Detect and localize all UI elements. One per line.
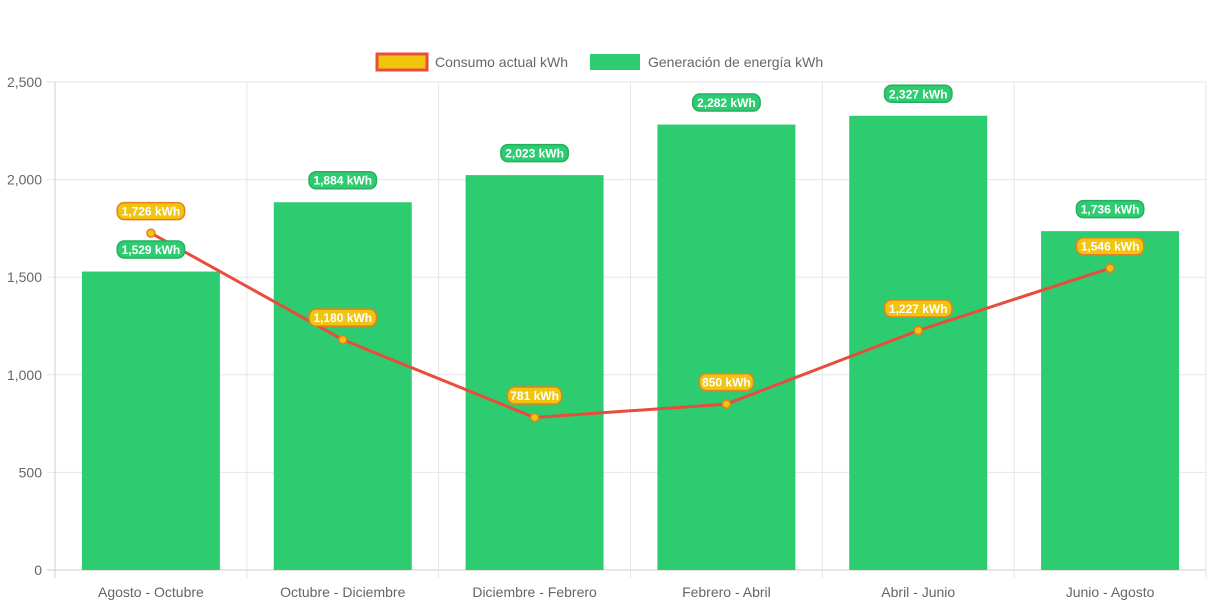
bar-data-label-badge	[308, 170, 378, 190]
line-data-label: 1,546 kWh	[1081, 240, 1140, 254]
line-data-label-badge	[883, 299, 953, 318]
consumption-point	[913, 325, 923, 336]
bar-data-label-badge	[500, 143, 570, 163]
x-tick-label: Agosto - Octubre	[98, 584, 204, 600]
legend-label-consumo: Consumo actual kWh	[435, 54, 568, 70]
x-tick-label: Febrero - Abril	[682, 584, 771, 600]
y-tick-label: 2,000	[7, 172, 42, 188]
line-data-label-badge	[506, 386, 563, 405]
bar-data-label-badge	[883, 84, 953, 104]
axis-layer: 0 500 1,000 1,500 2,000 2,500 Agosto - Octubre…	[7, 74, 1155, 600]
bar-data-label-group: 1,529 kWh	[116, 240, 186, 259]
legend-label-generacion: Generación de energía kWh	[648, 54, 823, 70]
line-data-label-badge	[308, 308, 378, 327]
line-data-label: 1,227 kWh	[889, 302, 948, 316]
legend-swatch-consumo	[375, 52, 429, 72]
y-tick-label: 500	[19, 464, 43, 480]
bar-data-label: 1,884 kWh	[313, 174, 372, 188]
generation-bar	[849, 115, 988, 571]
bar-data-label-group: 1,884 kWh	[308, 170, 378, 190]
y-tick-label: 1,500	[7, 269, 42, 285]
bar-data-label-group: 2,282 kWh	[691, 93, 761, 112]
consumption-point	[1105, 263, 1115, 273]
bar-data-label-badge	[116, 240, 186, 259]
line-data-label: 850 kWh	[702, 376, 751, 390]
bar-data-label-group: 1,736 kWh	[1075, 199, 1145, 219]
x-tick-label: Octubre - Diciembre	[280, 584, 405, 600]
generation-bar	[1041, 231, 1180, 570]
bar-data-label: 2,282 kWh	[697, 96, 756, 110]
bar-data-label-badge	[691, 93, 761, 112]
line-data-label-group: 1,726 kWh	[116, 201, 186, 221]
y-tick-label: 1,000	[7, 367, 42, 383]
generation-bar	[465, 175, 604, 570]
legend-item-consumo: Consumo actual kWh	[375, 52, 568, 72]
bar-data-label-group: 2,023 kWh	[500, 143, 570, 163]
generation-bar	[81, 271, 220, 570]
bar-data-label: 1,529 kWh	[122, 243, 181, 257]
bar-data-label-group: 2,327 kWh	[883, 84, 953, 104]
generation-bar	[273, 202, 412, 570]
x-tick-label: Junio - Agosto	[1066, 584, 1155, 600]
legend-swatch-generacion	[590, 54, 640, 70]
line-data-label-group: 850 kWh	[698, 372, 755, 392]
legend-item-generacion: Generación de energía kWh	[590, 54, 823, 70]
bar-layer	[81, 115, 1180, 571]
bar-data-label: 1,736 kWh	[1081, 203, 1140, 217]
y-tick-label: 0	[34, 562, 42, 578]
grid-layer	[47, 81, 1207, 578]
consumption-point	[529, 412, 540, 423]
line-data-label-badge	[698, 372, 755, 392]
line-data-label: 781 kWh	[510, 389, 559, 403]
bar-data-label: 2,023 kWh	[505, 147, 564, 161]
x-tick-label: Abril - Junio	[881, 584, 955, 600]
line-data-label: 1,180 kWh	[313, 311, 372, 325]
line-data-label: 1,726 kWh	[122, 205, 181, 219]
line-data-label-group: 781 kWh	[506, 386, 563, 405]
line-data-label-badge	[116, 201, 186, 221]
data-label-layer: 1,529 kWh 1,884 kWh 2,023 kWh 2,282 kWh 2,32…	[116, 84, 1145, 405]
consumption-point	[146, 228, 156, 238]
legend: Consumo actual kWh Generación de energía …	[375, 52, 823, 72]
bar-data-label: 2,327 kWh	[889, 87, 948, 101]
generation-bar	[657, 124, 796, 571]
y-tick-label: 2,500	[7, 74, 42, 90]
bar-data-label-badge	[1075, 199, 1145, 219]
line-data-label-group: 1,546 kWh	[1075, 236, 1145, 256]
line-data-label-group: 1,227 kWh	[883, 299, 953, 318]
consumption-point	[338, 334, 348, 345]
consumption-point	[721, 399, 732, 409]
x-tick-label: Diciembre - Febrero	[472, 584, 597, 600]
line-data-label-badge	[1075, 236, 1145, 256]
line-data-label-group: 1,180 kWh	[308, 308, 378, 327]
